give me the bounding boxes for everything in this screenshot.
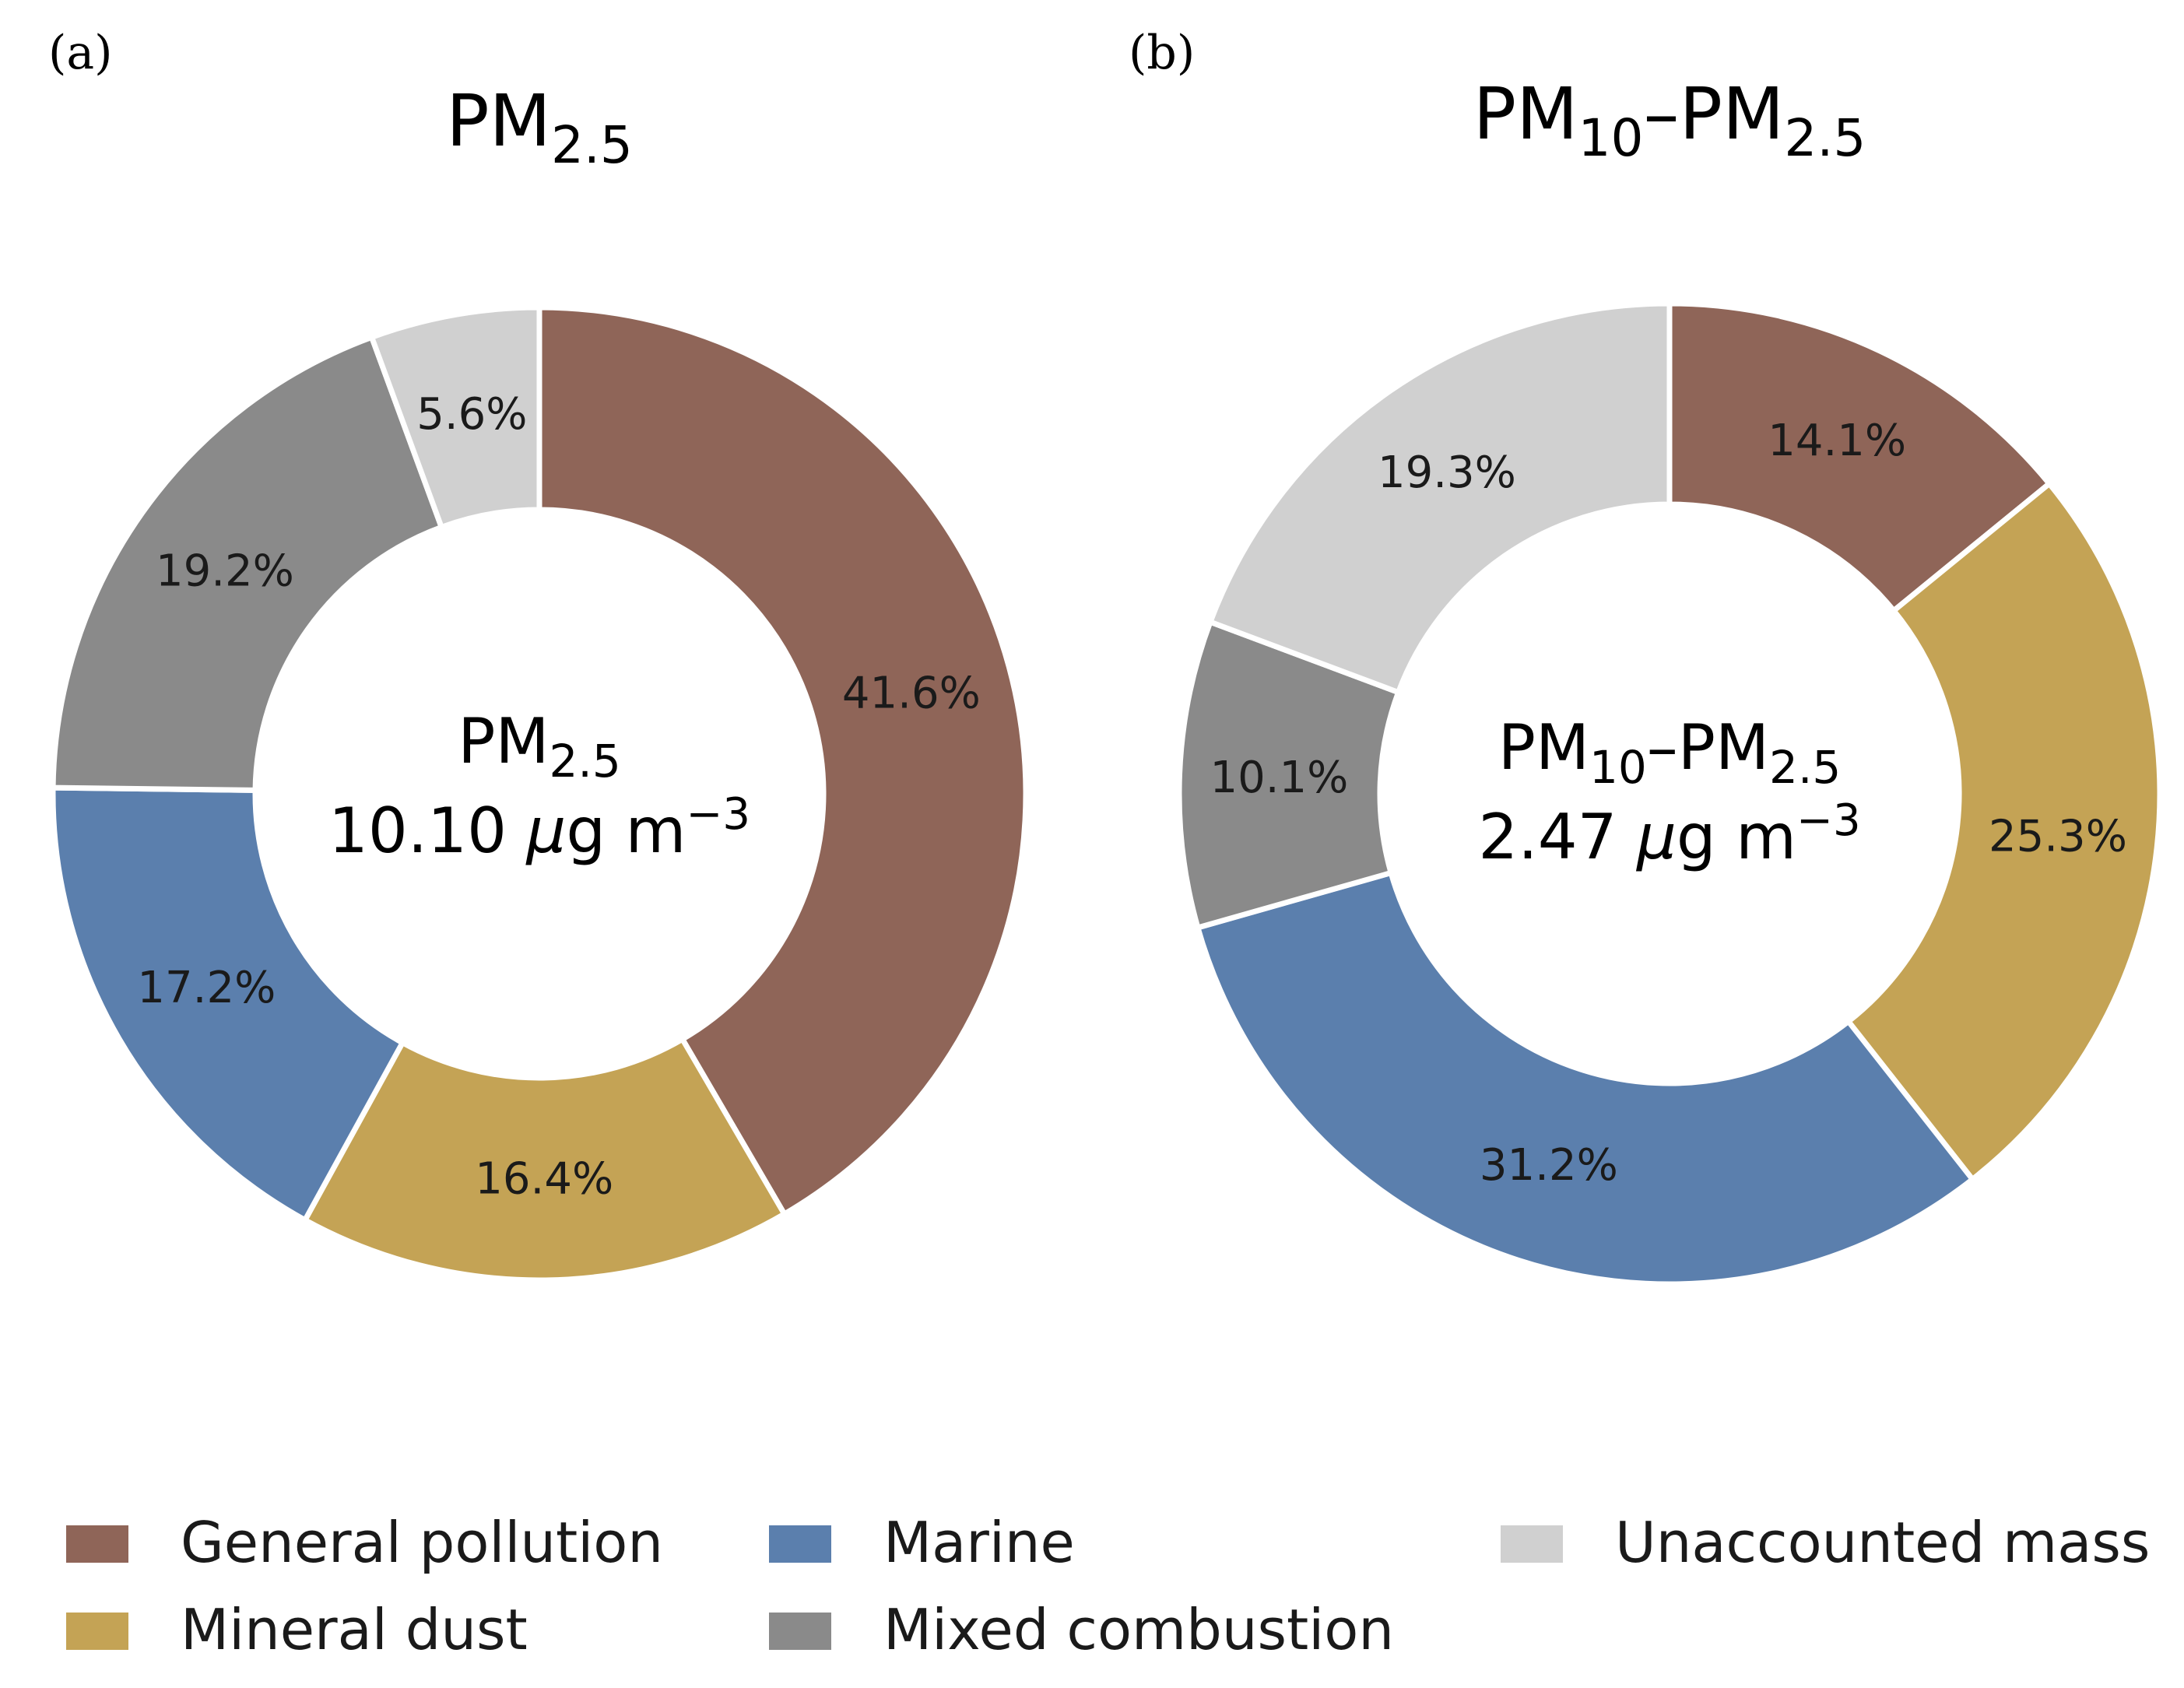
panel-a-title-main: PM: [446, 79, 551, 163]
panel-b-title-sub1: 10: [1578, 108, 1644, 168]
slice-label-b-mixed-combustion: 10.1%: [1210, 753, 1348, 803]
donut-b-center-sub2: 2.5: [1769, 741, 1841, 794]
panel-b-title: PM10–PM2.5: [1473, 72, 1866, 168]
donut-a-unit-exp: −3: [686, 789, 750, 840]
donut-a-unit-mu: μ: [525, 795, 566, 867]
panel-b-title-dash: –PM: [1644, 72, 1785, 156]
legend-label-unaccounted-mass: Unaccounted mass: [1615, 1510, 2150, 1575]
donut-a-value: 10.10: [328, 795, 507, 867]
legend-swatch-mixed-combustion: [769, 1613, 831, 1650]
slice-a-unaccounted-mass: [368, 304, 542, 531]
slice-a-general-pollution: [536, 304, 1029, 1218]
slice-a-marine: [50, 784, 406, 1224]
slice-label-a-mineral-dust: 16.4%: [475, 1153, 613, 1204]
donut-a-center-sub: 2.5: [550, 735, 621, 788]
slice-b-general-pollution: [1666, 300, 2053, 615]
panel-label-b: (b): [1129, 26, 1195, 80]
slice-label-a-unaccounted-mass: 5.6%: [416, 389, 527, 440]
slice-b-mixed-combustion: [1176, 618, 1403, 932]
donut-chart-b: 14.1% 25.3% 31.2% 10.1% 19.3%: [1176, 300, 2163, 1287]
slice-label-a-mixed-combustion: 19.2%: [156, 546, 294, 597]
donut-b-center-value: 2.47 μg m−3: [1478, 795, 1860, 873]
slice-b-unaccounted-mass: [1206, 300, 1673, 697]
panel-label-a: (a): [48, 26, 113, 80]
panel-a-title: PM2.5: [446, 79, 633, 175]
slice-label-b-marine: 31.2%: [1480, 1140, 1618, 1191]
panel-b-title-sub2: 2.5: [1784, 108, 1866, 168]
legend-swatch-general-pollution: [66, 1525, 128, 1563]
slice-a-mineral-dust: [301, 1035, 788, 1283]
donut-a-center-value: 10.10 μg m−3: [328, 789, 750, 867]
legend-swatch-mineral-dust: [66, 1613, 128, 1650]
panel-b: (b) PM10–PM2.5 14.1%25.3%31.2%10.1%19.3%…: [1129, 26, 2163, 1287]
legend: General pollution Mineral dust Marine Mi…: [66, 1510, 2150, 1662]
panel-b-title-main1: PM: [1473, 72, 1578, 156]
legend-label-marine: Marine: [883, 1510, 1075, 1575]
legend-label-general-pollution: General pollution: [181, 1510, 663, 1575]
donut-b-center-main1: PM: [1498, 711, 1589, 784]
donut-b-center-label: PM10–PM2.5: [1498, 711, 1842, 794]
donut-b-center-sub1: 10: [1589, 741, 1647, 794]
legend-item-marine: Marine: [769, 1510, 1075, 1575]
slice-label-b-unaccounted-mass: 19.3%: [1378, 447, 1516, 498]
slice-b-mineral-dust: [1844, 479, 2163, 1184]
donut-b-center-dash: –PM: [1647, 711, 1769, 784]
panel-a-title-sub: 2.5: [551, 115, 633, 175]
donut-a-center-label: PM2.5: [458, 705, 621, 788]
donut-b-value: 2.47: [1478, 801, 1617, 873]
slice-label-a-marine: 17.2%: [137, 963, 276, 1013]
legend-swatch-unaccounted-mass: [1501, 1525, 1563, 1563]
slice-b-marine: [1194, 869, 1977, 1287]
legend-item-unaccounted-mass: Unaccounted mass: [1501, 1510, 2150, 1575]
legend-item-mixed-combustion: Mixed combustion: [769, 1597, 1394, 1662]
legend-label-mineral-dust: Mineral dust: [181, 1597, 528, 1662]
slice-label-b-mineral-dust: 25.3%: [1989, 812, 2127, 862]
slice-a-mixed-combustion: [50, 333, 445, 793]
legend-swatch-marine: [769, 1525, 831, 1563]
donut-b-unit-rest: g m: [1677, 801, 1796, 873]
donut-a-unit-rest: g m: [566, 795, 686, 867]
legend-item-mineral-dust: Mineral dust: [66, 1597, 528, 1662]
panel-a: (a) PM2.5 41.6%16.4%17.2%19.2%5.6% PM2.5…: [48, 26, 1029, 1283]
slice-label-b-general-pollution: 14.1%: [1768, 416, 1906, 466]
legend-label-mixed-combustion: Mixed combustion: [883, 1597, 1394, 1662]
donut-b-unit-mu: μ: [1635, 801, 1677, 873]
donut-a-center-main: PM: [458, 705, 549, 777]
donut-chart-a: 41.6% 16.4% 17.2% 19.2% 5.6%: [50, 304, 1029, 1283]
donut-b-unit-exp: −3: [1796, 795, 1861, 846]
slice-label-a-general-pollution: 41.6%: [842, 668, 981, 718]
legend-item-general-pollution: General pollution: [66, 1510, 663, 1575]
